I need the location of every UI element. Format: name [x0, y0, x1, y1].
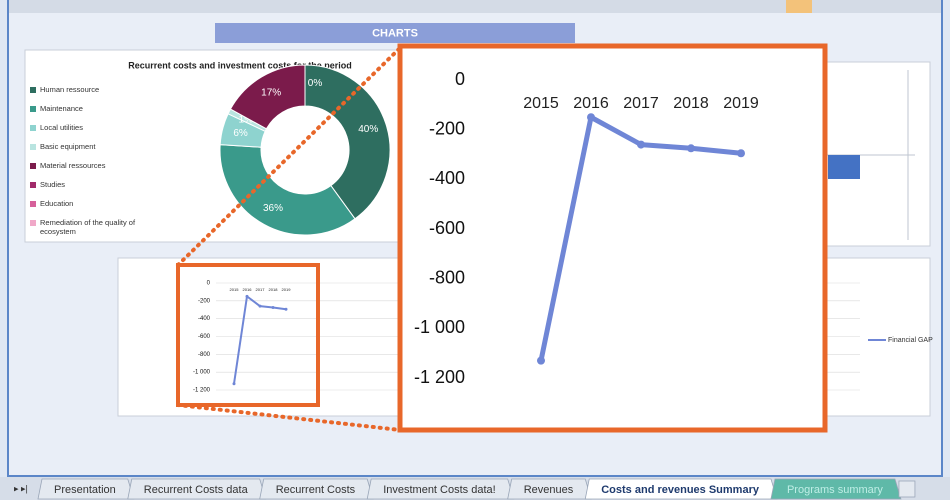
data-point [687, 144, 695, 153]
y-tick-label: -400 [429, 168, 465, 188]
new-sheet-tab[interactable] [898, 480, 916, 498]
x-tick-label: 2019 [282, 287, 292, 292]
y-tick-label: -600 [429, 218, 465, 238]
x-tick-label: 2019 [723, 95, 759, 112]
legend-swatch [30, 125, 36, 131]
data-point [737, 149, 745, 158]
legend-swatch [30, 106, 36, 112]
data-point [271, 306, 275, 310]
x-tick-label: 2017 [256, 287, 266, 292]
legend-label: Remediation of the quality of ecosystem [40, 218, 136, 236]
data-point [232, 382, 236, 386]
data-point [245, 294, 249, 298]
zoom-connector [176, 46, 402, 267]
data-point [284, 307, 288, 311]
x-tick-label: 2016 [573, 95, 609, 112]
y-tick-label: -400 [198, 316, 211, 322]
legend-swatch [30, 182, 36, 188]
legend-swatch [30, 220, 36, 226]
sheet-tab[interactable]: Programs summary [787, 484, 883, 496]
y-tick-label: -800 [429, 267, 465, 287]
zoom-callout [397, 43, 828, 433]
zoom-connector [176, 403, 402, 432]
legend-label: Maintenance [40, 104, 83, 113]
data-label: 0% [308, 78, 323, 89]
data-point [258, 304, 262, 308]
y-tick-label: -200 [198, 298, 211, 304]
tab-shape[interactable] [770, 478, 902, 500]
legend-label: Local utilities [40, 123, 83, 132]
legend-label: Education [40, 199, 73, 208]
banner-text: CHARTS [372, 27, 418, 39]
y-tick-label: 0 [207, 281, 211, 287]
donut-slice [304, 64, 391, 220]
x-tick-label: 2015 [523, 95, 559, 112]
data-label: 17% [261, 87, 281, 98]
chart-title: Recurrent costs and investment costs for… [128, 60, 352, 70]
x-tick-label: 2018 [673, 95, 709, 112]
sheet-tabs: Presentation Recurrent Costs data Recurren… [37, 478, 916, 500]
x-tick-label: 2016 [243, 287, 253, 292]
zoomed-line-chart: 0 -200 -400 -600 -800 -1 000 -1 200 2015 2016 201… [414, 69, 759, 387]
legend-label: Financial GAP [888, 337, 933, 344]
selected-column-header[interactable] [786, 0, 812, 13]
y-tick-label: -200 [429, 118, 465, 138]
x-tick-label: 2017 [623, 95, 659, 112]
data-label: 40% [358, 124, 378, 135]
y-tick-label: -1 000 [414, 317, 465, 337]
sheet-tab[interactable]: Presentation [54, 484, 116, 496]
data-label: 36% [263, 203, 283, 214]
y-tick-label: -1 200 [193, 388, 211, 394]
column-header-strip[interactable] [9, 0, 941, 13]
legend-swatch [30, 201, 36, 207]
y-tick-label: -600 [198, 334, 211, 340]
y-tick-label: -800 [198, 352, 211, 358]
y-tick-label: -1 200 [414, 367, 465, 387]
tab-nav-arrows[interactable]: ▸ ▸| [14, 483, 28, 493]
zoom-source-box [176, 263, 320, 407]
legend-label: Human ressource [40, 85, 99, 94]
donut-slice [219, 144, 356, 236]
legend-label: Material ressources [40, 161, 106, 170]
legend-swatch [30, 163, 36, 169]
legend-label: Studies [40, 180, 65, 189]
data-point [537, 356, 545, 365]
sheet-tab[interactable]: Investment Costs data! [383, 484, 496, 496]
sheet-tab[interactable]: Recurrent Costs data [144, 484, 249, 496]
donut-chart: Recurrent costs and investment costs for… [30, 60, 391, 236]
x-tick-label: 2018 [269, 287, 279, 292]
legend-label: Basic equipment [40, 142, 96, 151]
x-tick-label: 2015 [230, 287, 240, 292]
banner [215, 23, 575, 43]
legend-swatch [30, 87, 36, 93]
data-point [637, 140, 645, 149]
legend-line: ecosystem [40, 227, 76, 236]
legend-swatch [30, 144, 36, 150]
y-tick-label: 0 [455, 69, 465, 89]
sheet-tab[interactable]: Costs and revenues Summary [601, 484, 760, 496]
data-label: 1% [239, 114, 254, 125]
legend-line: Remediation of the quality of [40, 218, 136, 227]
data-point [587, 113, 595, 122]
sheet-tab[interactable]: Recurrent Costs [276, 484, 356, 496]
data-label: 6% [233, 128, 248, 139]
y-tick-label: -1 000 [193, 370, 211, 376]
right-chart-bar [828, 155, 860, 179]
sheet-tab[interactable]: Revenues [524, 484, 574, 496]
